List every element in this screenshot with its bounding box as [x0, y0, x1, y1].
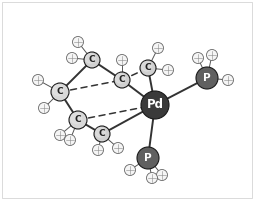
Text: Pd: Pd	[147, 98, 164, 112]
Text: C: C	[99, 130, 105, 138]
Circle shape	[141, 62, 151, 71]
Text: C: C	[75, 116, 81, 124]
Circle shape	[114, 72, 130, 88]
Circle shape	[94, 126, 110, 142]
Circle shape	[71, 113, 82, 124]
Text: P: P	[144, 153, 152, 163]
Circle shape	[51, 83, 69, 101]
Circle shape	[116, 74, 125, 83]
Text: P: P	[203, 73, 211, 83]
Circle shape	[124, 164, 135, 176]
Circle shape	[72, 36, 84, 47]
Circle shape	[196, 67, 218, 89]
Circle shape	[84, 52, 100, 68]
Circle shape	[141, 91, 169, 119]
Circle shape	[156, 170, 167, 180]
Circle shape	[113, 142, 123, 154]
Circle shape	[33, 74, 43, 86]
Circle shape	[152, 43, 164, 53]
Circle shape	[117, 54, 128, 66]
Circle shape	[69, 111, 87, 129]
Circle shape	[55, 130, 66, 140]
Text: C: C	[57, 88, 63, 97]
Circle shape	[67, 52, 77, 64]
Circle shape	[207, 49, 217, 60]
Circle shape	[163, 64, 173, 75]
Circle shape	[53, 85, 64, 96]
Circle shape	[223, 74, 233, 86]
Circle shape	[193, 52, 203, 64]
Circle shape	[86, 54, 95, 63]
Text: C: C	[119, 75, 125, 84]
Circle shape	[140, 60, 156, 76]
Circle shape	[92, 144, 103, 156]
Circle shape	[147, 172, 157, 184]
Text: C: C	[145, 64, 151, 72]
Circle shape	[39, 102, 50, 114]
Circle shape	[65, 134, 75, 146]
Text: C: C	[89, 55, 95, 64]
Circle shape	[137, 147, 159, 169]
Circle shape	[96, 128, 105, 137]
